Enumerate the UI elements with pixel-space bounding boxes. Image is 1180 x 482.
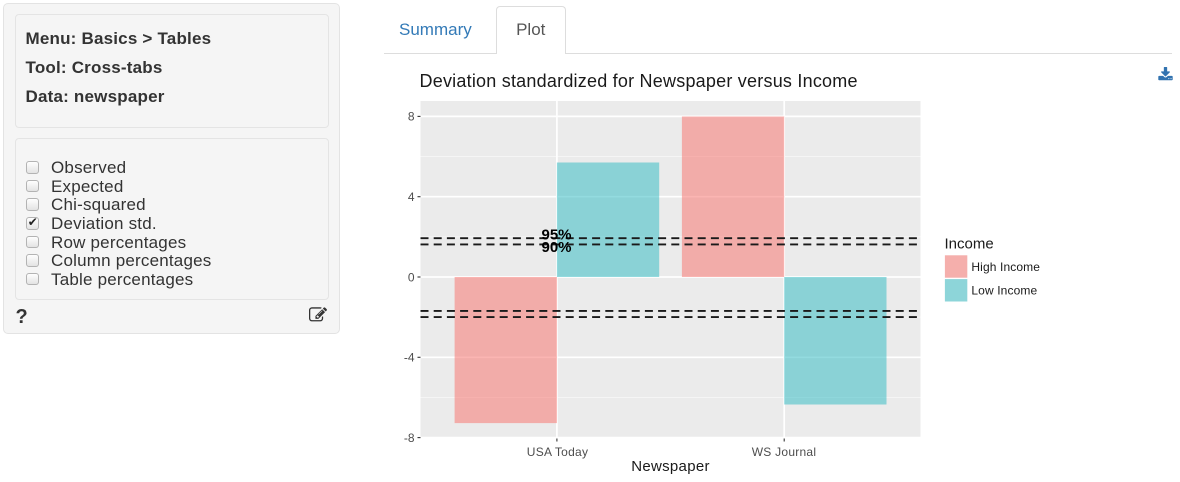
svg-text:Newspaper: Newspaper bbox=[631, 458, 710, 475]
svg-text:0: 0 bbox=[408, 270, 415, 284]
svg-text:High Income: High Income bbox=[971, 260, 1040, 274]
svg-text:Low Income: Low Income bbox=[971, 284, 1037, 298]
svg-text:USA Today: USA Today bbox=[527, 445, 588, 459]
svg-text:Deviation standardized for New: Deviation standardized for Newspaper ver… bbox=[420, 71, 858, 91]
svg-text:Income: Income bbox=[945, 236, 994, 253]
svg-text:WS Journal: WS Journal bbox=[752, 445, 817, 459]
svg-text:90%: 90% bbox=[541, 239, 571, 256]
svg-text:4: 4 bbox=[408, 190, 415, 204]
svg-text:-4: -4 bbox=[404, 351, 415, 365]
svg-text:8: 8 bbox=[408, 110, 415, 124]
svg-text:-8: -8 bbox=[404, 431, 415, 445]
svg-text:95%: 95% bbox=[541, 227, 571, 244]
